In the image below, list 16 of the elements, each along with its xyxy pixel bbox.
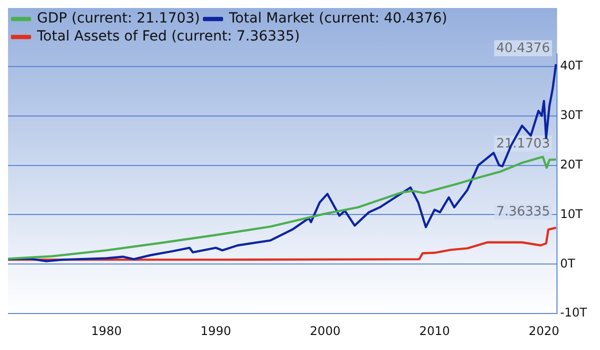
y-tick-label: 30T — [560, 108, 584, 122]
x-tick-label: 2000 — [310, 324, 340, 338]
x-tick-label: 2010 — [419, 324, 450, 338]
y-tick-label: 20T — [560, 157, 584, 172]
data-label: 40.4376 — [496, 41, 550, 56]
y-tick-label: 10T — [560, 206, 584, 221]
legend-label: GDP (current: 21.1703) — [37, 10, 200, 27]
x-tick-label: 2020 — [528, 324, 560, 338]
x-tick-label: 1990 — [200, 324, 232, 338]
y-tick-label: 40T — [560, 58, 584, 72]
legend-label: Total Market (current: 40.4376) — [228, 10, 448, 27]
data-label: 7.36335 — [496, 204, 550, 220]
y-tick-label: 0T — [560, 256, 576, 270]
y-tick-label: -10T — [560, 306, 588, 320]
legend-label: Total Assets of Fed (current: 7.36335) — [36, 28, 300, 45]
x-tick-label: 1980 — [91, 324, 122, 338]
